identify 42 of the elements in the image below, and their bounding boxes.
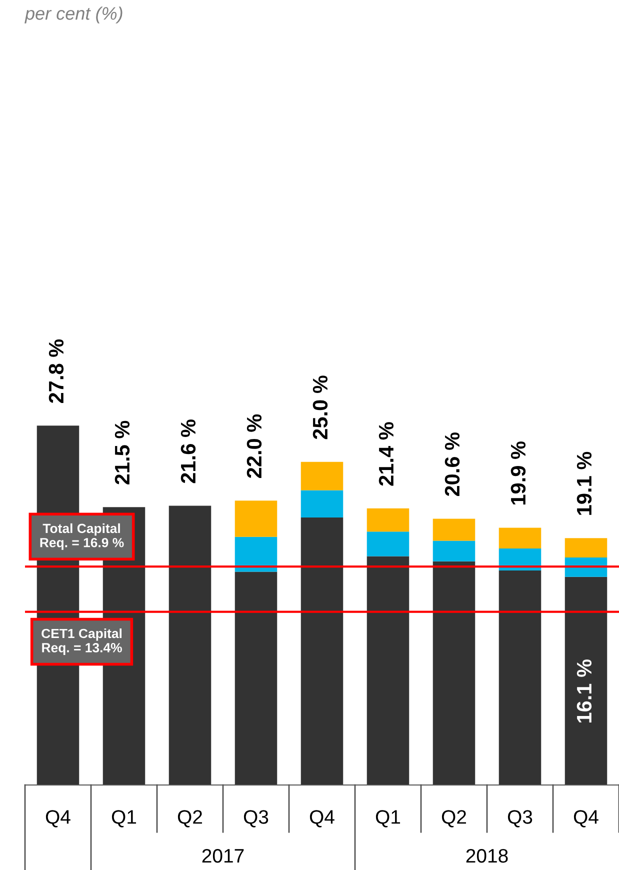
total-label: 22.0 % [246, 414, 262, 478]
bar [234, 500, 278, 537]
x-tick-label: Q4 [46, 810, 70, 828]
bar [300, 517, 344, 785]
bar [366, 508, 410, 532]
bar [234, 536, 278, 572]
text: 2017 [202, 848, 244, 863]
x-tick-label: Q4 [574, 810, 598, 828]
bar [168, 506, 212, 785]
x-tick-label: Q3 [244, 810, 268, 828]
x-tick-label: Q3 [508, 810, 532, 828]
x-tick-label: Q4 [310, 810, 334, 828]
ref-line-label: Total Capital Req. = 16.9 % [40, 523, 124, 550]
bar [432, 540, 476, 562]
bar [234, 572, 278, 785]
ref-line-label: CET1 Capital Req. = 13.4% [42, 628, 122, 655]
bar [366, 532, 410, 556]
text: 2018 [466, 848, 508, 863]
data-label: 16.1 % [576, 659, 592, 722]
total-label: 20.6 % [444, 432, 460, 496]
total-label: 19.9 % [510, 442, 526, 504]
x-tick-label: Q2 [442, 810, 466, 828]
bar [300, 462, 344, 490]
bar [366, 556, 410, 785]
total-label: 19.1 % [576, 452, 592, 515]
total-label: 27.8 % [48, 339, 64, 403]
x-tick-label: Q2 [178, 810, 202, 828]
bar [564, 538, 608, 558]
chart-subtitle: per cent (%) [24, 6, 122, 24]
bar [498, 548, 542, 570]
bar [300, 490, 344, 518]
total-label: 21.6 % [180, 420, 196, 484]
total-label: 21.4 % [378, 422, 394, 486]
total-label: 21.5 % [114, 420, 130, 484]
x-tick-label: Q1 [112, 810, 136, 828]
bar [498, 570, 542, 785]
bar [498, 528, 542, 548]
bar [432, 518, 476, 541]
bar [564, 576, 608, 785]
total-label: 25.0 % [312, 376, 328, 440]
x-tick-label: Q1 [376, 810, 400, 828]
bar [432, 561, 476, 785]
